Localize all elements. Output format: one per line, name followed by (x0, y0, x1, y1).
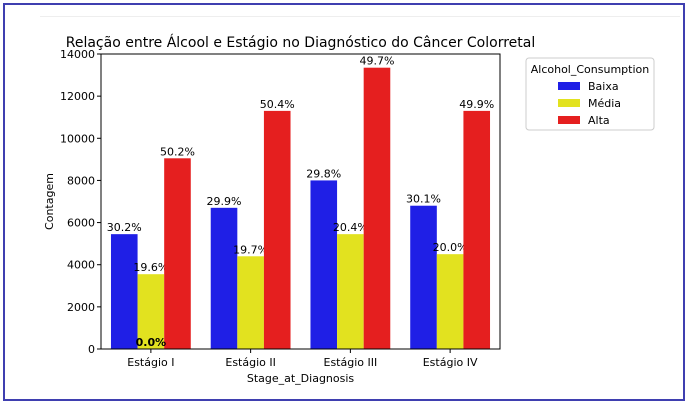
y-axis-label: Contagem (43, 173, 56, 230)
data-label-zero: 0.0% (136, 336, 167, 349)
data-label: 29.9% (207, 195, 242, 208)
data-label: 30.2% (107, 221, 142, 234)
legend-label-baixa: Baixa (588, 80, 619, 93)
x-axis-label: Stage_at_Diagnosis (247, 372, 355, 385)
bar-média-4 (436, 254, 464, 349)
bars-group: 30.2% 19.6% 50.2% 29.9% 19.7% 50.4% 29.8% 20.4%… (107, 55, 494, 350)
y-tick-label: 4000 (67, 259, 95, 272)
plot-frame (100, 53, 501, 350)
bar-alta-2 (263, 110, 291, 350)
bar-média-3 (337, 234, 364, 349)
top-divider (40, 16, 680, 17)
data-label: 30.1% (406, 193, 441, 206)
x-tick-label: Estágio III (324, 356, 378, 369)
data-label: 29.8% (306, 167, 341, 180)
y-tick-label: 2000 (67, 301, 95, 314)
bar-alta-3 (363, 67, 391, 350)
bar-baixa-2 (210, 207, 238, 349)
bar-média-2 (237, 256, 264, 349)
y-tick-label: 8000 (67, 174, 95, 187)
axes-group: 0 2000 4000 6000 8000 10000 12000 14000 Estágio … (60, 48, 501, 369)
data-label: 49.7% (359, 55, 394, 68)
bar-baixa-4 (410, 205, 437, 349)
legend-title: Alcohol_Consumption (531, 63, 649, 76)
y-tick-label: 6000 (67, 217, 95, 230)
data-label: 49.9% (459, 98, 494, 111)
y-tick-label: 0 (88, 343, 95, 356)
bar-média-1 (137, 274, 165, 349)
y-tick-label: 12000 (60, 90, 95, 103)
data-label: 20.4% (333, 221, 368, 234)
legend-box (525, 57, 655, 131)
data-label: 50.4% (260, 98, 295, 111)
legend-swatch-baixa (558, 82, 580, 90)
bar-baixa-3 (310, 180, 338, 349)
chart-title: Relação entre Álcool e Estágio no Diagnó… (66, 34, 535, 51)
data-label: 50.2% (160, 145, 195, 158)
data-label: 19.7% (233, 243, 268, 256)
legend: Alcohol_Consumption Baixa Média Alta (525, 57, 655, 131)
bar-alta-1 (164, 158, 191, 349)
data-label: 20.0% (433, 241, 468, 254)
x-tick-label: Estágio II (225, 356, 276, 369)
legend-label-média: Média (588, 97, 621, 110)
bar-baixa-1 (110, 234, 138, 349)
y-tick-label: 10000 (60, 132, 95, 145)
legend-swatch-alta (558, 116, 580, 124)
legend-label-alta: Alta (588, 114, 610, 127)
legend-swatch-média (558, 99, 580, 107)
bar-alta-4 (463, 110, 491, 350)
y-tick-label: 14000 (60, 48, 95, 61)
data-label: 19.6% (133, 261, 168, 274)
x-tick-label: Estágio I (127, 356, 174, 369)
x-tick-label: Estágio IV (423, 356, 478, 369)
